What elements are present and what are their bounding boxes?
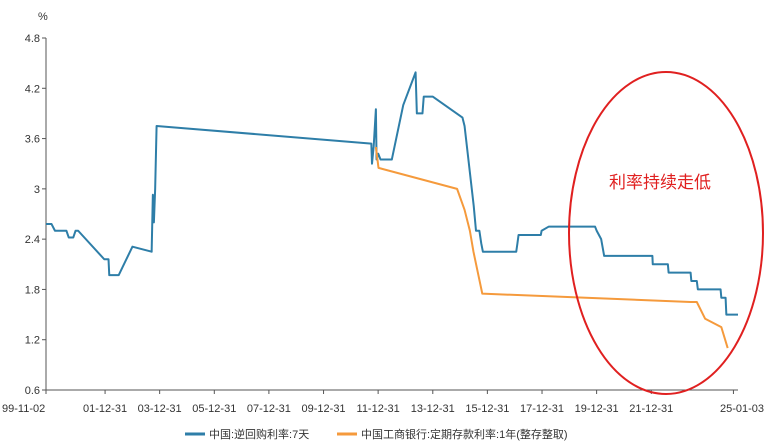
x-tick-label: 19-12-31 (575, 403, 619, 415)
x-tick-label: 03-12-31 (138, 403, 182, 415)
x-tick-label: 07-12-31 (247, 403, 291, 415)
x-tick-label: 99-11-02 (2, 403, 45, 415)
x-tick-label: 11-12-31 (357, 403, 400, 415)
x-tick-label: 25-01-03 (720, 403, 764, 415)
x-tick-label: 17-12-31 (520, 403, 564, 415)
x-tick-label: 01-12-31 (83, 403, 127, 415)
y-tick-label: 0.6 (25, 385, 40, 397)
y-unit-label: % (38, 11, 48, 23)
x-tick-label: 21-12-31 (629, 403, 673, 415)
y-tick-label: 1.8 (25, 284, 40, 296)
x-tick-label: 15-12-31 (465, 403, 509, 415)
y-tick-label: 4.2 (25, 83, 40, 95)
x-tick-label: 05-12-31 (192, 403, 236, 415)
x-tick-label: 13-12-31 (411, 403, 455, 415)
y-tick-label: 1.2 (25, 335, 40, 347)
y-tick-label: 3 (34, 184, 40, 196)
legend-label-1: 中国:逆回购利率:7天 (209, 427, 309, 441)
x-tick-label: 09-12-31 (302, 403, 346, 415)
y-tick-label: 4.8 (25, 33, 40, 45)
y-tick-label: 2.4 (25, 234, 40, 246)
axes: % (38, 11, 738, 390)
y-ticks: 0.6 1.2 1.8 2.4 3 3.6 4.2 4.8 (25, 33, 46, 397)
legend: 中国:逆回购利率:7天 中国工商银行:定期存款利率:1年(整存整取) (185, 427, 568, 441)
annotation-text: 利率持续走低 (609, 173, 711, 192)
legend-label-2: 中国工商银行:定期存款利率:1年(整存整取) (361, 427, 568, 441)
series-layer (46, 72, 738, 348)
x-ticks: 99-11-02 01-12-31 03-12-31 05-12-31 07-12-31… (2, 390, 764, 415)
y-tick-label: 3.6 (25, 134, 40, 146)
series-line-1 (46, 72, 738, 314)
